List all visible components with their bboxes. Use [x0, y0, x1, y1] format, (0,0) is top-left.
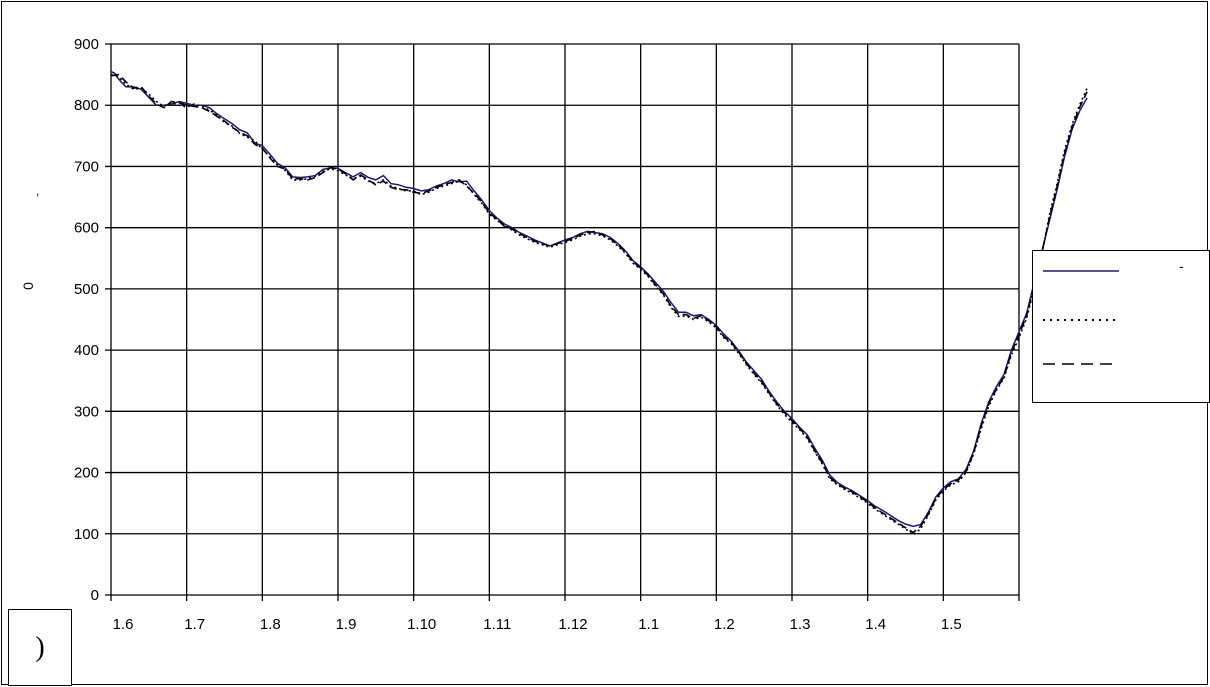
x-tick-label: 1.10 — [407, 616, 436, 633]
series-line-solid — [110, 70, 1088, 528]
x-tick-labels: 1.6 1.7 1.8 1.9 1.10 1.11 1.12 1.1 1.2 1.3 1.4 1.5 — [113, 616, 962, 633]
corner-label: ) — [35, 631, 45, 663]
y-tick-label: 800 — [74, 97, 99, 114]
x-tick-label: 1.6 — [113, 616, 134, 633]
x-tick-label: 1.8 — [260, 616, 281, 633]
x-tick-label: 1.5 — [941, 616, 962, 633]
legend: - — [1032, 250, 1210, 403]
stray-mark: , — [36, 184, 40, 198]
x-tick-label: 1.9 — [336, 616, 357, 633]
y-tick-label: 100 — [74, 526, 99, 543]
series-line-dashed — [110, 73, 1088, 534]
y-tick-label: 200 — [74, 465, 99, 482]
x-tick-label: 1.11 — [483, 616, 511, 633]
y-tick-label: 0 — [91, 587, 99, 604]
x-tick-label: 1.12 — [558, 616, 587, 633]
corner-label-box: ) — [8, 609, 72, 686]
y-tick-label: 300 — [74, 403, 99, 420]
y-tick-label: 600 — [74, 220, 99, 237]
x-tick-label: 1.3 — [790, 616, 811, 633]
y-tick-label: 900 — [74, 36, 99, 53]
y-tick-labels: 0 100 200 300 400 500 600 700 800 900 — [74, 36, 99, 604]
x-tick-label: 1.7 — [184, 616, 205, 633]
x-tick-label: 1.1 — [638, 616, 659, 633]
series-lines — [110, 70, 1088, 537]
x-tick-label: 1.4 — [865, 616, 886, 633]
y-tick-label: 500 — [74, 281, 99, 298]
grid-lines — [105, 43, 1020, 601]
y-tick-label: 400 — [74, 342, 99, 359]
series-line-dotted — [110, 73, 1088, 537]
legend-mark: - — [1179, 258, 1184, 274]
y-axis-label: 0 — [19, 282, 36, 290]
x-tick-label: 1.2 — [714, 616, 735, 633]
y-tick-label: 700 — [74, 158, 99, 175]
